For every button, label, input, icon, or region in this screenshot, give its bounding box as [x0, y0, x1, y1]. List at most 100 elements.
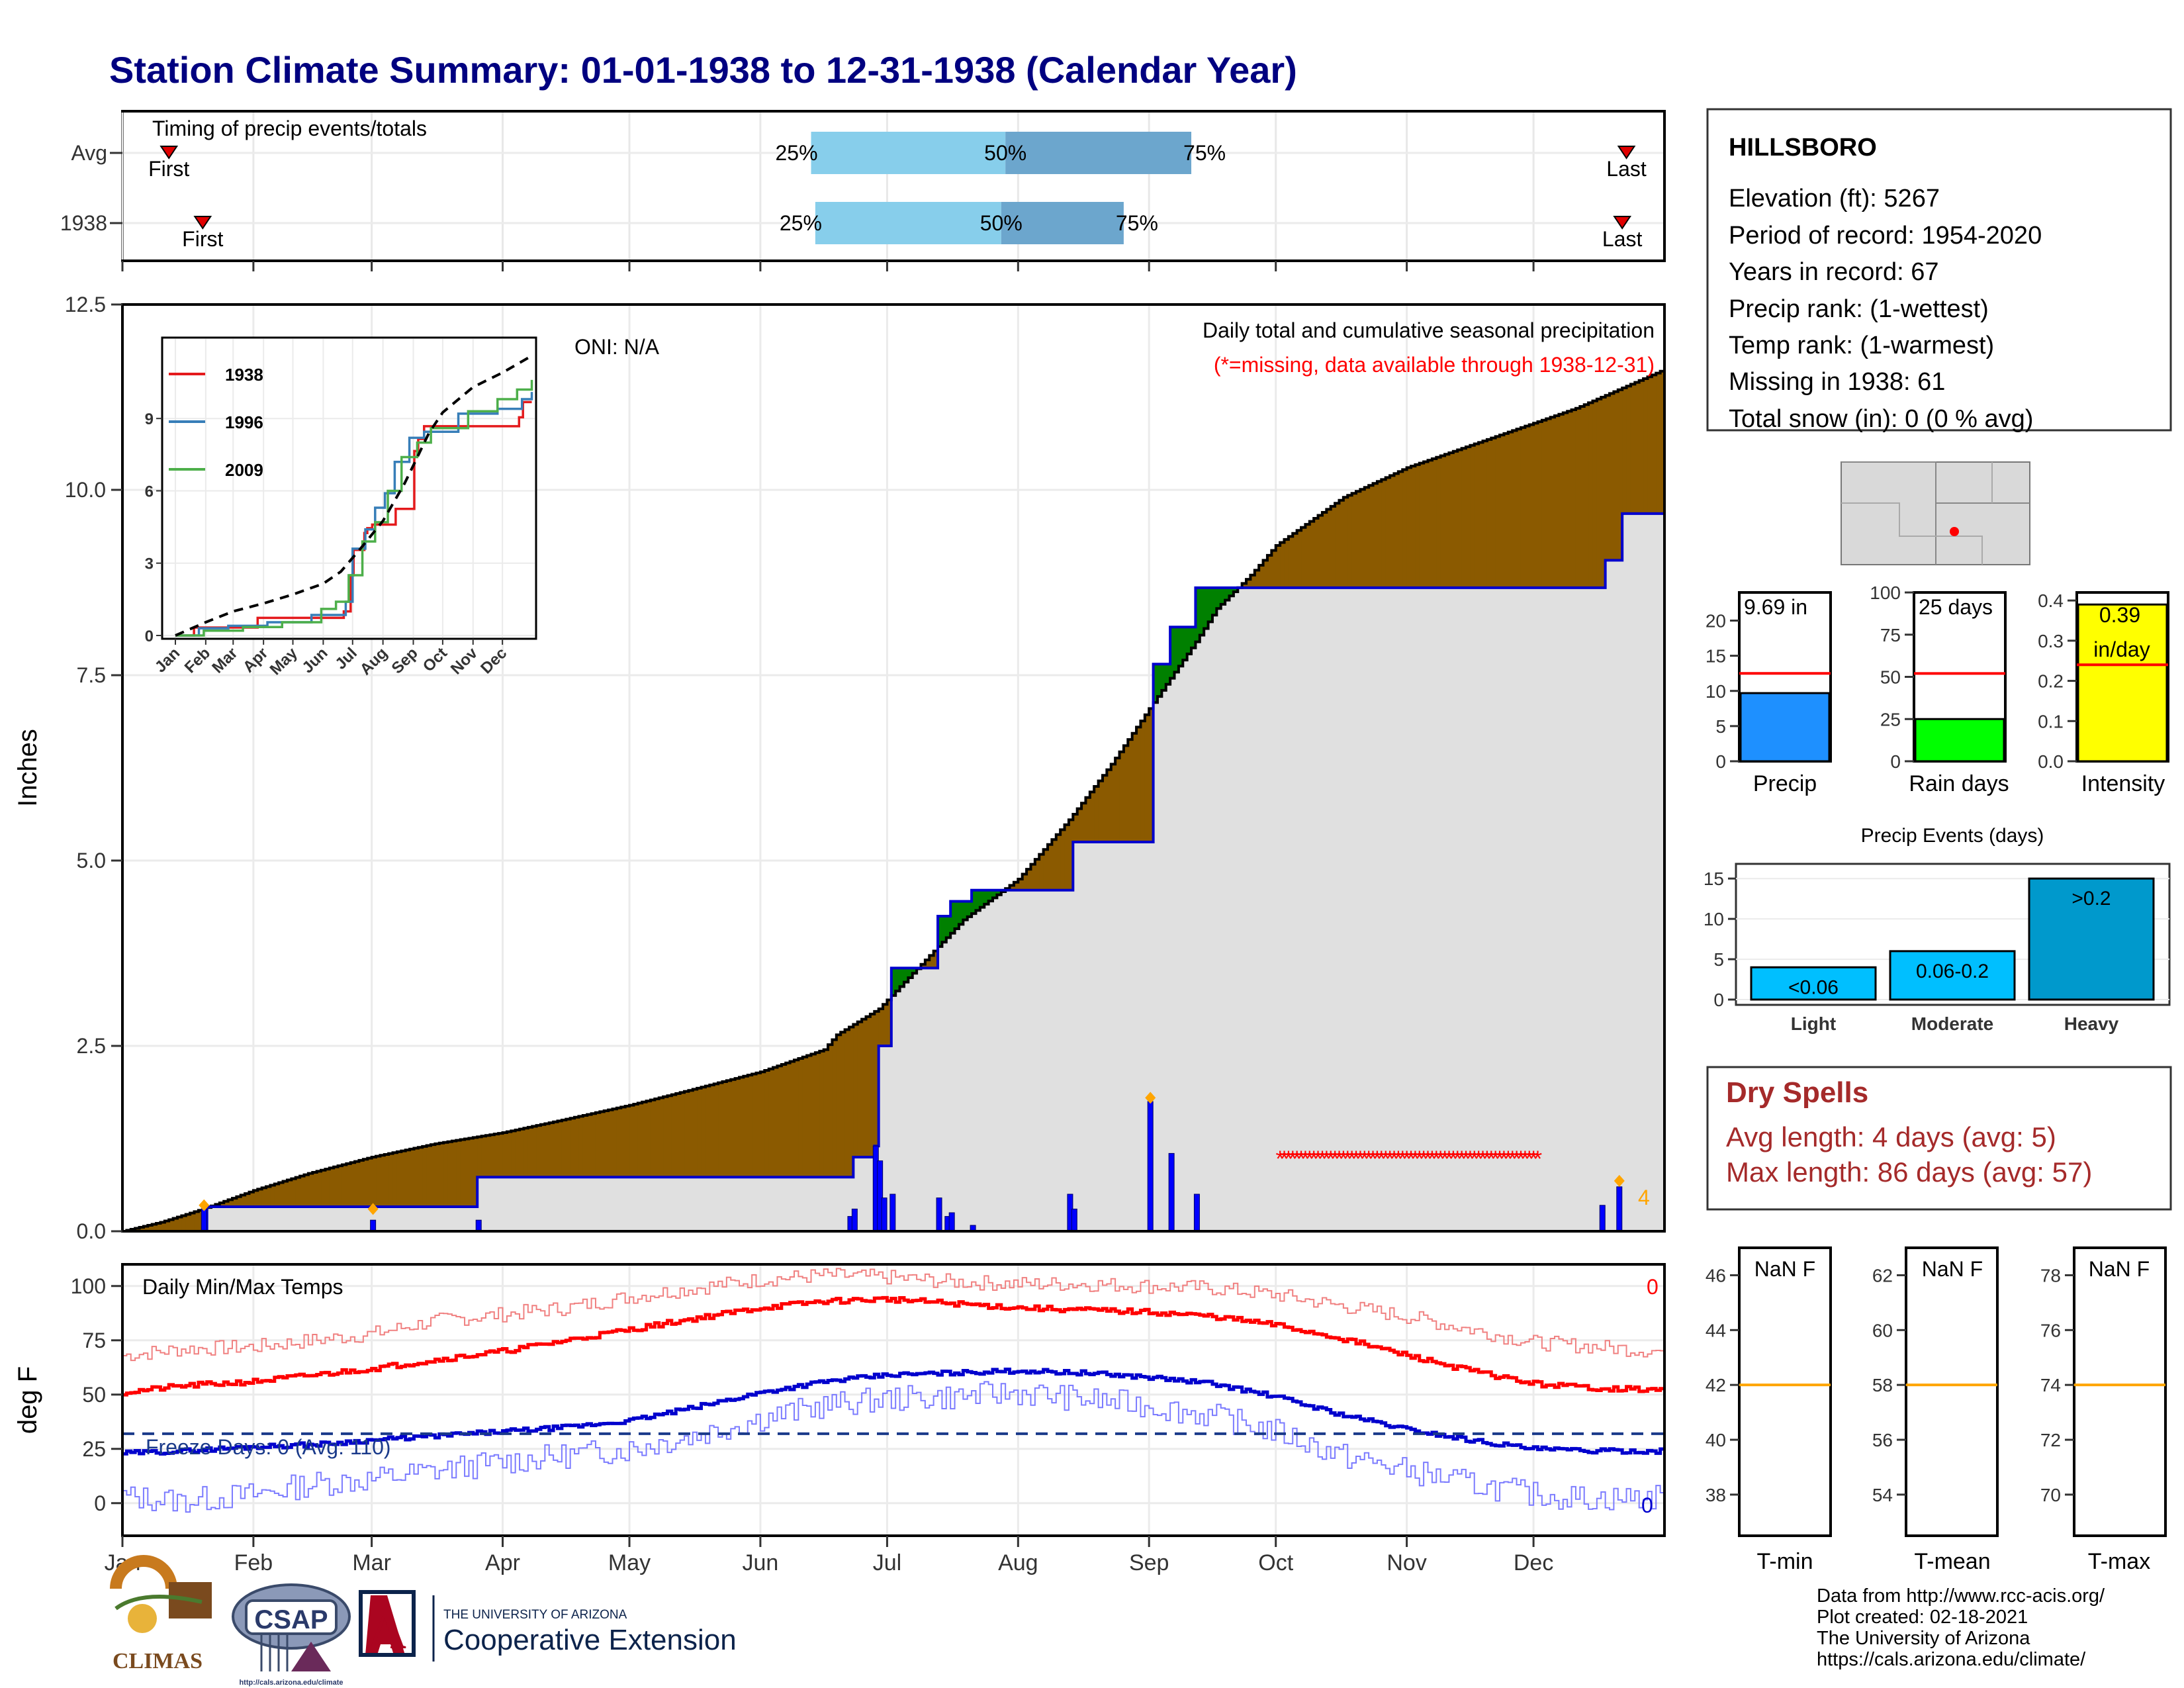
- missing-day-asterisk: *: [1289, 1147, 1297, 1172]
- missing-day-asterisk: *: [1508, 1147, 1517, 1172]
- precip-deficit-area: [1280, 542, 1285, 588]
- precip-deficit-area: [485, 1135, 490, 1178]
- precip-deficit-area: [401, 1150, 406, 1207]
- precip-deficit-area: [680, 1092, 685, 1178]
- totals-ytick-label: 0.3: [2038, 631, 2064, 651]
- missing-day-asterisk: *: [1373, 1147, 1381, 1172]
- precip-deficit-area: [1508, 432, 1513, 588]
- precip-deficit-area: [380, 1155, 385, 1207]
- precip-deficit-area: [439, 1143, 444, 1207]
- station-elevation: Elevation (ft): 5267: [1729, 185, 1940, 212]
- precip-1938-cumulative-line: [122, 512, 1664, 1233]
- precip-deficit-area: [506, 1131, 512, 1178]
- precip-deficit-area: [1128, 739, 1133, 842]
- precip-deficit-area: [1073, 814, 1078, 842]
- precip-deficit-area: [684, 1091, 689, 1178]
- precip-deficit-area: [574, 1117, 580, 1178]
- precip-deficit-area: [790, 1061, 795, 1178]
- inset-legend-label: 1938: [225, 365, 263, 385]
- precip-deficit-area: [245, 1194, 250, 1207]
- events-category-label: Moderate: [1911, 1013, 1993, 1034]
- month-xtick-label: May: [608, 1550, 651, 1575]
- precip-deficit-area: [612, 1109, 617, 1178]
- precip-deficit-area: [287, 1180, 292, 1207]
- precip-deficit-area: [325, 1169, 330, 1207]
- precip-deficit-area: [798, 1058, 803, 1178]
- precip-surplus-area: [984, 890, 989, 904]
- precip-deficit-area: [1541, 420, 1547, 588]
- precip-deficit-area: [1651, 375, 1657, 514]
- precip-deficit-area: [1098, 780, 1103, 842]
- precip-deficit-area: [591, 1113, 596, 1178]
- missing-day-asterisk: *: [1339, 1147, 1347, 1172]
- precip-deficit-area: [498, 1133, 504, 1178]
- precip-deficit-area: [1479, 442, 1484, 588]
- precip-deficit-area: [1495, 436, 1500, 588]
- precip-deficit-area: [367, 1158, 373, 1207]
- precip-deficit-area: [553, 1121, 559, 1178]
- precip-deficit-area: [1445, 454, 1450, 588]
- temp-ytick-label: 75: [82, 1329, 106, 1352]
- precip-deficit-area: [1364, 487, 1369, 588]
- page-title: Station Climate Summary: 01-01-1938 to 1…: [109, 49, 1297, 91]
- events-ytick-label: 5: [1713, 949, 1724, 970]
- footer-line-created: Plot created: 02-18-2021: [1817, 1607, 2028, 1628]
- ua-extension-logo: A THE UNIVERSITY OF ARIZONA Cooperative …: [359, 1590, 737, 1662]
- precip-deficit-area: [316, 1171, 322, 1207]
- precip-deficit-area: [1263, 560, 1268, 588]
- precip-deficit-area: [359, 1160, 364, 1207]
- precip-deficit-area: [177, 1217, 182, 1231]
- temp-summary-ytick-label: 38: [1706, 1485, 1726, 1505]
- precip-deficit-area: [709, 1084, 715, 1178]
- precip-deficit-area: [536, 1125, 541, 1178]
- temp-summary-ytick-label: 56: [1872, 1430, 1893, 1450]
- precip-deficit-area: [194, 1211, 199, 1231]
- precip-deficit-area: [1461, 448, 1467, 588]
- missing-day-asterisk: *: [1440, 1147, 1449, 1172]
- precip-deficit-area: [1373, 483, 1378, 588]
- precip-deficit-area: [1504, 433, 1509, 588]
- precip-deficit-area: [1309, 521, 1314, 588]
- precip-title: Daily total and cumulative seasonal prec…: [1203, 318, 1655, 342]
- daily-precip-bar: [1193, 1194, 1200, 1232]
- intensity-unit: in/day: [2093, 637, 2150, 661]
- totals-ytick-label: 75: [1880, 625, 1901, 645]
- precip-surplus-area: [1153, 664, 1158, 703]
- precip-deficit-area: [608, 1109, 614, 1178]
- temp-ytick-label: 50: [82, 1383, 106, 1407]
- precip-deficit-area: [1013, 882, 1019, 890]
- precip-deficit-area: [410, 1149, 415, 1207]
- totals-ytick-label: 20: [1706, 611, 1726, 632]
- precip-deficit-area: [1406, 467, 1412, 588]
- tmax-label: T-max: [2088, 1549, 2150, 1574]
- totals-ytick-label: 5: [1715, 716, 1726, 737]
- precip-deficit-area: [1614, 391, 1619, 561]
- csap-logo: CSAP http://cals.arizona.edu/climate: [232, 1583, 351, 1687]
- precip-deficit-area: [600, 1111, 605, 1178]
- precip-deficit-area: [853, 1024, 858, 1157]
- inset-series-line-2009: [175, 379, 533, 637]
- missing-day-asterisk: *: [1284, 1147, 1293, 1172]
- temp-summary-ytick-label: 54: [1872, 1485, 1893, 1505]
- temp-summary-ytick-label: 58: [1872, 1375, 1893, 1395]
- timing-p50-label: 50%: [984, 141, 1026, 165]
- tmin-value: NaN F: [1754, 1257, 1815, 1281]
- precip-deficit-area: [1326, 509, 1332, 588]
- events-ytick-label: 0: [1713, 990, 1724, 1010]
- temp-summary-ytick-label: 72: [2040, 1430, 2061, 1450]
- missing-day-asterisk: *: [1394, 1147, 1402, 1172]
- temp-ylabel: deg F: [13, 1366, 42, 1434]
- precip-deficit-area: [236, 1196, 242, 1207]
- precip-surplus-area: [1233, 587, 1238, 592]
- precip-deficit-area: [1250, 575, 1255, 588]
- missing-day-asterisk: *: [1449, 1147, 1457, 1172]
- precip-deficit-area: [139, 1227, 144, 1231]
- events-bar: [1750, 966, 1877, 1001]
- timing-p25-label: 25%: [775, 141, 817, 165]
- missing-day-asterisk: *: [1512, 1147, 1521, 1172]
- precip-deficit-area: [832, 1039, 837, 1178]
- missing-day-asterisk: *: [1466, 1147, 1475, 1172]
- precip-deficit-area: [1635, 382, 1640, 514]
- precip-deficit-area: [1491, 438, 1496, 588]
- tmax-value: NaN F: [2089, 1257, 2150, 1281]
